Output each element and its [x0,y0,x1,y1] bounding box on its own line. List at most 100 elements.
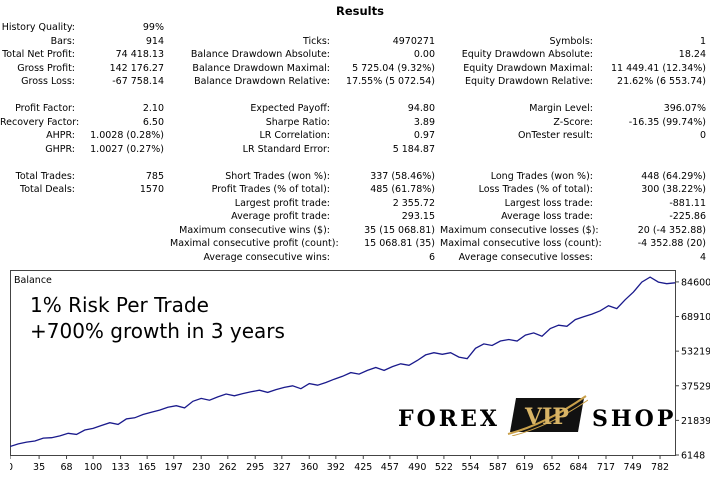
stats-row: GHPR: 1.0027 (0.27%) LR Standard Error: 5 1… [0,144,720,156]
stats-row [0,90,720,102]
stat-value: 6.50 [142,116,164,128]
stat-label: Maximum consecutive losses ($): [440,224,599,236]
brand-word-shop: SHOP [592,406,677,432]
x-tick-label: 35 [33,462,45,473]
stat-value: 1 [699,35,706,47]
stat-value: 142 176.27 [109,62,164,74]
stat-label: Equity Drawdown Maximal: [463,62,593,74]
stat-label: Total Deals: [20,184,75,195]
risk-caption: 1% Risk Per Trade [30,293,209,317]
stats-row: Total Net Profit: 74 418.13 Balance Drawdo… [0,49,720,61]
x-tick-label: 619 [515,462,533,473]
vip-badge-icon: VIP [507,395,588,436]
stats-row: Largest profit trade: 2 355.72 Largest los… [0,198,720,210]
stat-label: Short Trades (won %): [225,170,330,182]
y-tick-label: 84600 [681,277,710,288]
stat-label: Expected Payoff: [250,103,330,114]
stats-row: AHPR: 1.0028 (0.28%) LR Correlation: 0.97 On… [0,130,720,142]
stat-label: Maximum consecutive wins ($): [179,224,330,236]
stats-row: Average consecutive wins: 6 Average consec… [0,252,720,264]
stat-label: Long Trades (won %): [490,170,593,182]
stat-label: LR Standard Error: [242,143,330,155]
stats-row: Gross Loss: -67 758.14 Balance Drawdown Re… [0,76,720,88]
stat-value: 2 355.72 [392,197,435,209]
stat-label: Average consecutive losses: [458,251,593,263]
stats-row: Total Deals: 1570 Profit Trades (% of tota… [0,184,720,196]
stat-label: Balance Drawdown Maximal: [192,62,330,74]
stats-row: Profit Factor: 2.10 Expected Payoff: 94.80 M… [0,103,720,115]
stat-value: 18.24 [678,49,706,60]
stat-value: 99% [142,22,164,33]
stats-row: History Quality: 99% [0,22,720,34]
x-tick-label: 360 [300,462,318,473]
stat-value: -4 352.88 (20) [637,238,706,249]
stat-value: 1570 [139,184,164,195]
vip-badge-text: VIP [524,404,569,430]
x-tick-label: 133 [111,462,129,473]
y-tick-label: 6148 [681,451,705,462]
stat-value: 4 [699,251,706,263]
x-tick-label: 392 [327,462,345,473]
stats-row: Total Trades: 785 Short Trades (won %): 337… [0,171,720,183]
x-tick-label: 522 [435,462,453,473]
stat-label: Largest profit trade: [234,197,330,209]
stat-value: 914 [145,35,164,47]
stat-label: Average loss trade: [501,211,593,222]
stat-label: Average profit trade: [231,211,330,222]
y-tick-label: 21839 [681,416,710,427]
stat-value: 448 (64.29%) [641,170,706,182]
stat-value: 21.62% (6 553.74) [617,76,706,87]
stat-value: 2.10 [142,103,164,114]
stats-row: Gross Profit: 142 176.27 Balance Drawdown … [0,63,720,75]
x-tick-label: 230 [192,462,210,473]
stat-value: 337 (58.46%) [370,170,435,182]
stat-label: Recovery Factor: [0,116,80,128]
stat-value: 5 184.87 [392,143,435,155]
x-tick-label: 457 [381,462,399,473]
x-tick-label: 749 [624,462,642,473]
stat-value: 6 [428,251,435,263]
stat-label: Profit Factor: [15,103,75,114]
stat-label: Gross Loss: [21,76,75,87]
stat-value: 0.00 [413,49,435,60]
stat-label: Z-Score: [553,116,593,128]
stat-label: AHPR: [46,130,75,141]
stat-value: 3.89 [413,116,435,128]
stat-value: 5 725.04 (9.32%) [352,62,435,74]
stats-row: Recovery Factor: 6.50 Sharpe Ratio: 3.89 Z-S… [0,117,720,129]
stat-value: 1.0028 (0.28%) [90,130,164,141]
y-tick-label: 37529 [681,381,710,392]
stat-value: 300 (38.22%) [641,184,706,195]
x-tick-label: 295 [246,462,264,473]
stat-value: -67 758.14 [112,76,164,87]
stats-row: Maximum consecutive wins ($): 35 (15 068.… [0,225,720,237]
x-tick-label: 327 [273,462,291,473]
stat-value: 0 [699,130,706,141]
x-tick-label: 652 [543,462,561,473]
stat-value: 15 068.81 (35) [364,238,435,249]
y-tick-label: 68910 [681,312,710,323]
chart-title: Balance [14,275,52,286]
stats-row: Maximal consecutive profit (count): 15 06… [0,238,720,250]
y-tick-label: 53219 [681,347,710,358]
stat-label: History Quality: [1,22,75,33]
x-tick-label: 554 [461,462,479,473]
stat-value: -16.35 (99.74%) [628,116,706,128]
x-tick-label: 197 [165,462,183,473]
stat-value: 17.55% (5 072.54) [346,76,435,87]
stat-label: Equity Drawdown Absolute: [461,49,593,60]
stats-row: Average profit trade: 293.15 Average loss … [0,211,720,223]
x-tick-label: 100 [84,462,102,473]
stat-label: Maximal consecutive loss (count): [440,238,602,249]
stat-label: Symbols: [549,35,593,47]
stat-label: Gross Profit: [17,62,75,74]
stat-label: Total Net Profit: [2,49,75,60]
x-tick-label: 782 [651,462,669,473]
stat-value: 485 (61.78%) [370,184,435,195]
stat-value: 0.97 [413,130,435,141]
stat-label: Sharpe Ratio: [265,116,330,128]
x-tick-label: 717 [597,462,615,473]
stat-label: Margin Level: [529,103,593,114]
stat-value: 785 [145,170,164,182]
stat-value: -881.11 [669,197,706,209]
